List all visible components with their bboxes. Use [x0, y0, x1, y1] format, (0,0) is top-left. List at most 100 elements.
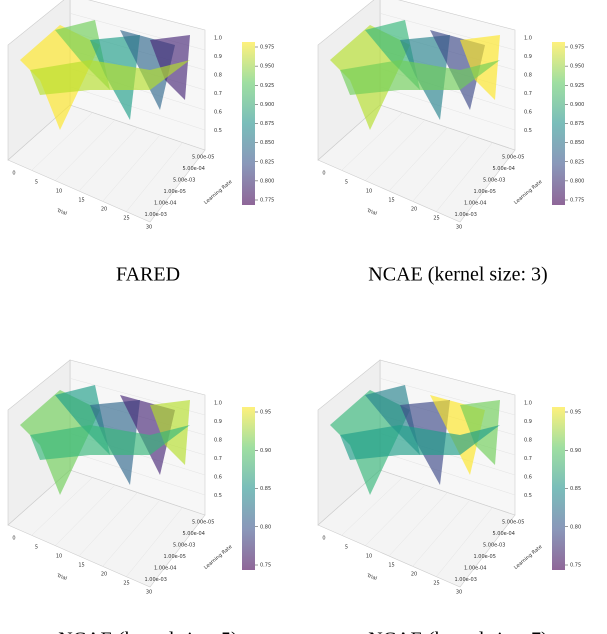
- colorbar-tick-label: 0.900: [570, 102, 584, 108]
- x-axis-label: Trial: [365, 573, 378, 582]
- grid-line: [69, 451, 206, 496]
- z-tick-label: 0.9: [524, 54, 532, 60]
- y-tick-label: 5.00e-05: [502, 155, 524, 161]
- x-tick-label: 10: [366, 189, 372, 195]
- x-tick-label: 15: [78, 198, 84, 204]
- x-axis-label: Trial: [365, 208, 378, 217]
- caption: FARED: [116, 264, 180, 286]
- colorbar-tick-label: 0.90: [260, 448, 271, 454]
- colorbar-tick-label: 0.900: [260, 102, 274, 108]
- colorbar-tick-label: 0.95: [260, 410, 271, 416]
- y-tick-label: 1.00e-05: [164, 554, 186, 560]
- y-tick-label: 1.00e-04: [154, 566, 176, 572]
- colorbar-tick-label: 0.850: [260, 140, 274, 146]
- grid-line: [365, 119, 426, 181]
- z-tick-label: 1.0: [214, 401, 222, 407]
- colorbar-tick-label: 0.925: [260, 83, 274, 89]
- colorbar-tick-label: 0.950: [260, 64, 274, 70]
- colorbar-tick-label: 0.950: [570, 64, 584, 70]
- z-tick-label: 0.8: [214, 438, 222, 444]
- y-tick-label: 5.00e-03: [173, 178, 195, 184]
- x-tick-label: 25: [433, 581, 439, 587]
- y-tick-label: 1.00e-04: [154, 201, 176, 207]
- colorbar: [242, 42, 255, 205]
- z-tick-label: 0.7: [524, 91, 532, 97]
- z-tick-label: 0.6: [524, 475, 532, 481]
- colorbar-tick-label: 0.800: [260, 178, 274, 184]
- x-tick-label: 15: [388, 198, 394, 204]
- grid-line: [436, 507, 493, 577]
- grid-line: [388, 492, 448, 557]
- x-tick-label: 20: [411, 572, 417, 578]
- y-tick-label: 5.00e-04: [493, 166, 515, 172]
- x-tick-label: 0: [322, 171, 325, 177]
- z-tick-label: 0.9: [524, 419, 532, 425]
- z-tick-label: 1.0: [524, 36, 532, 42]
- grid-line: [379, 86, 516, 131]
- colorbar-tick-label: 0.80: [260, 524, 271, 530]
- x-tick-label: 25: [433, 216, 439, 222]
- z-tick-label: 0.5: [524, 128, 532, 134]
- colorbar-tick-label: 0.875: [260, 121, 274, 127]
- subplot: 1.0 0.9 0.8 0.7 0.6 0.5 0 5 10 15 20 25 30 Trial 5.00e…: [317, 0, 584, 286]
- x-tick-label: 30: [456, 225, 462, 231]
- surface-patch: [340, 60, 500, 95]
- z-tick-label: 0.9: [214, 54, 222, 60]
- colorbar-tick-label: 0.85: [260, 486, 271, 492]
- z-tick-label: 0.5: [524, 493, 532, 499]
- x-tick-label: 25: [123, 581, 129, 587]
- y-tick-label: 1.00e-03: [455, 212, 477, 218]
- z-tick-label: 1.0: [214, 36, 222, 42]
- y-tick-label: 1.00e-04: [464, 201, 486, 207]
- y-axis-label: Learning Rate: [203, 179, 233, 206]
- caption: NCAE (kernel size: 5): [58, 629, 237, 634]
- y-tick-label: 5.00e-04: [183, 166, 205, 172]
- x-tick-label: 5: [35, 545, 38, 551]
- colorbar-tick-label: 0.825: [260, 159, 274, 165]
- colorbar-tick-label: 0.85: [570, 486, 581, 492]
- grid-line: [341, 112, 403, 171]
- colorbar: [552, 407, 565, 570]
- z-tick-label: 1.0: [524, 401, 532, 407]
- subplot: 1.0 0.9 0.8 0.7 0.6 0.5 0 5 10 15 20 25 30 Trial 5.00e…: [7, 359, 271, 634]
- y-axis-label: Learning Rate: [513, 179, 543, 206]
- colorbar-tick-label: 0.850: [570, 140, 584, 146]
- colorbar-tick-label: 0.95: [570, 410, 581, 416]
- y-axis-label: Learning Rate: [513, 544, 543, 571]
- x-axis-label: Trial: [55, 208, 68, 217]
- x-tick-label: 30: [146, 225, 152, 231]
- grid-line: [78, 127, 138, 192]
- colorbar-tick-label: 0.80: [570, 524, 581, 530]
- colorbar-tick-label: 0.975: [570, 45, 584, 51]
- grid-line: [412, 134, 471, 202]
- grid-line: [365, 484, 426, 546]
- y-axis-label: Learning Rate: [203, 544, 233, 571]
- colorbar: [552, 42, 565, 205]
- y-tick-label: 1.00e-04: [464, 566, 486, 572]
- x-tick-label: 0: [322, 536, 325, 542]
- colorbar-tick-label: 0.775: [260, 198, 274, 204]
- z-tick-label: 0.5: [214, 493, 222, 499]
- z-tick-label: 0.5: [214, 128, 222, 134]
- y-tick-label: 1.00e-05: [164, 189, 186, 195]
- z-tick-label: 0.8: [524, 73, 532, 79]
- x-tick-label: 10: [56, 189, 62, 195]
- x-tick-label: 0: [12, 171, 15, 177]
- y-tick-label: 5.00e-04: [493, 531, 515, 537]
- x-tick-label: 5: [345, 180, 348, 186]
- x-tick-label: 20: [101, 207, 107, 213]
- subplot: 1.0 0.9 0.8 0.7 0.6 0.5 0 5 10 15 20 25 30 Trial 5.00e…: [317, 359, 581, 634]
- grid-line: [412, 499, 471, 567]
- grid-line: [379, 451, 516, 496]
- subplot: 1.0 0.9 0.8 0.7 0.6 0.5 0 5 10 15 20 25 30 Trial 5.00e…: [7, 0, 274, 286]
- z-tick-label: 0.9: [214, 419, 222, 425]
- y-tick-label: 1.00e-03: [145, 577, 167, 583]
- y-tick-label: 5.00e-03: [483, 178, 505, 184]
- caption: NCAE (kernel size: 3): [368, 264, 547, 286]
- y-tick-label: 1.00e-05: [474, 189, 496, 195]
- z-tick-label: 0.6: [214, 475, 222, 481]
- grid-line: [31, 112, 93, 171]
- grid-line: [102, 134, 161, 202]
- colorbar-tick-label: 0.875: [570, 121, 584, 127]
